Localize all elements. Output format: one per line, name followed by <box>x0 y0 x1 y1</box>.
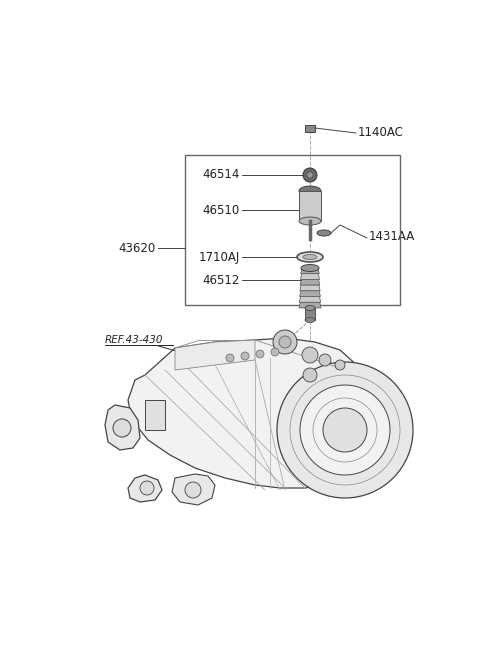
Text: 1710AJ: 1710AJ <box>199 250 240 263</box>
Polygon shape <box>300 285 320 291</box>
Text: REF.43-430: REF.43-430 <box>105 335 164 345</box>
Circle shape <box>300 385 390 475</box>
Text: 46510: 46510 <box>203 204 240 217</box>
Circle shape <box>277 362 413 498</box>
Circle shape <box>323 408 367 452</box>
Circle shape <box>279 336 291 348</box>
Circle shape <box>273 330 297 354</box>
Polygon shape <box>128 475 162 502</box>
Ellipse shape <box>299 186 321 196</box>
Polygon shape <box>299 303 321 308</box>
Ellipse shape <box>299 217 321 225</box>
Ellipse shape <box>305 305 315 310</box>
Ellipse shape <box>305 318 315 322</box>
Polygon shape <box>105 405 140 450</box>
Circle shape <box>226 354 234 362</box>
Circle shape <box>335 360 345 370</box>
Circle shape <box>302 347 318 363</box>
Bar <box>299 191 321 221</box>
Polygon shape <box>172 474 215 505</box>
Bar <box>145 400 165 430</box>
Polygon shape <box>300 274 320 280</box>
Polygon shape <box>300 280 320 285</box>
Ellipse shape <box>303 255 317 259</box>
Circle shape <box>307 172 313 178</box>
Polygon shape <box>300 291 321 297</box>
Circle shape <box>185 482 201 498</box>
Bar <box>185 155 400 305</box>
Ellipse shape <box>297 252 323 262</box>
Circle shape <box>303 168 317 182</box>
Circle shape <box>113 419 131 437</box>
Text: 43620: 43620 <box>119 242 156 255</box>
Text: 46512: 46512 <box>203 274 240 286</box>
Ellipse shape <box>301 265 319 272</box>
Text: 46514: 46514 <box>203 168 240 181</box>
Circle shape <box>319 354 331 366</box>
Polygon shape <box>128 338 372 488</box>
Circle shape <box>140 481 154 495</box>
Polygon shape <box>300 297 321 303</box>
Bar <box>305 124 315 132</box>
Polygon shape <box>175 340 255 370</box>
Text: 1431AA: 1431AA <box>369 231 415 244</box>
Circle shape <box>271 348 279 356</box>
Polygon shape <box>300 268 319 274</box>
Text: 1140AC: 1140AC <box>358 126 404 140</box>
Circle shape <box>241 352 249 360</box>
Bar <box>305 308 315 320</box>
Ellipse shape <box>317 230 331 236</box>
Circle shape <box>256 350 264 358</box>
Circle shape <box>303 368 317 382</box>
